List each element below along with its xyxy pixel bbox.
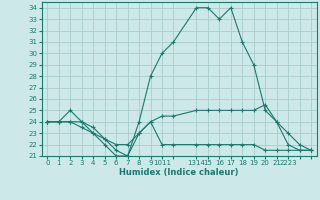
X-axis label: Humidex (Indice chaleur): Humidex (Indice chaleur) xyxy=(119,168,239,177)
